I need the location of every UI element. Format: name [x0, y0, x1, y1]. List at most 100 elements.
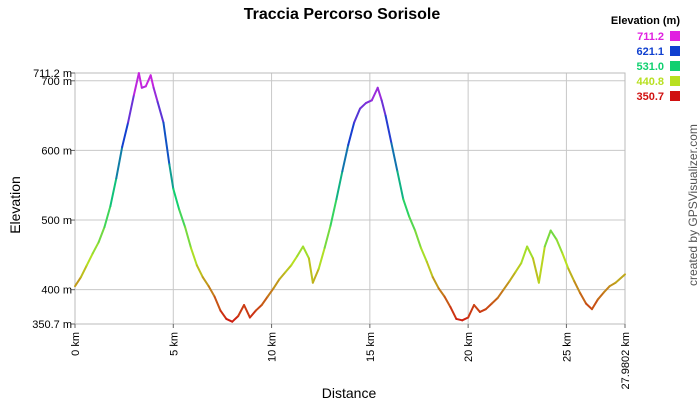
x-axis: 0 km 5 km 10 km 15 km 20 km 25 km 27.9802 km: [70, 324, 632, 389]
elevation-series: [74, 72, 626, 323]
elevation-segment: [97, 226, 106, 244]
elevation-segment: [311, 267, 320, 284]
x-tick-label: 5 km: [168, 332, 180, 356]
elevation-segment: [172, 187, 181, 211]
elevation-segment: [149, 74, 155, 89]
elevation-segment: [608, 281, 617, 288]
elevation-segment: [272, 278, 281, 290]
elevation-segment: [243, 303, 251, 319]
elevation-segment: [278, 271, 287, 281]
x-tick-label: 0 km: [70, 332, 82, 356]
elevation-segment: [184, 226, 192, 249]
elevation-segment: [370, 86, 379, 102]
elevation-segment: [473, 303, 481, 313]
elevation-segment: [121, 121, 130, 148]
elevation-segment: [414, 229, 422, 249]
chart-title: Traccia Percorso Sorisole: [244, 6, 441, 23]
elevation-segment: [213, 295, 222, 312]
elevation-segment: [443, 295, 452, 309]
elevation-segment: [596, 291, 605, 301]
elevation-segment: [364, 99, 373, 105]
elevation-color-legend: Elevation (m) 711.2 621.1 531.0 440.8 350.7: [611, 15, 680, 103]
y-tick-label: 600 m: [41, 145, 72, 157]
elevation-segment: [137, 72, 143, 89]
elevation-segment: [543, 229, 552, 248]
elevation-segment: [290, 255, 299, 267]
elevation-segment: [549, 229, 558, 241]
elevation-segment: [152, 86, 159, 103]
elevation-segment: [317, 246, 326, 270]
elevation-segment: [602, 285, 611, 294]
legend-value: 711.2: [637, 31, 664, 43]
elevation-segment: [484, 302, 493, 311]
elevation-segment: [461, 316, 470, 322]
elevation-segment: [201, 276, 210, 288]
legend-swatch: [670, 31, 680, 41]
elevation-segment: [467, 303, 476, 319]
legend-swatch: [670, 91, 680, 101]
legend-value: 440.8: [636, 76, 664, 88]
elevation-segment: [508, 271, 517, 283]
elevation-segment: [437, 287, 446, 298]
legend-swatch: [670, 76, 680, 86]
legend-swatch: [670, 46, 680, 56]
elevation-segment: [91, 241, 100, 255]
elevation-segment: [614, 273, 626, 284]
elevation-segment: [219, 309, 228, 320]
elevation-segment: [144, 74, 152, 88]
elevation-segment: [408, 215, 417, 232]
elevation-segment: [490, 297, 499, 305]
elevation-segment: [237, 303, 246, 318]
elevation-segment: [431, 276, 440, 290]
elevation-segment: [103, 205, 112, 229]
elevation-segment: [79, 264, 88, 279]
elevation-segment: [532, 257, 540, 284]
y-tick-label: 700 m: [41, 76, 72, 88]
elevation-segment: [555, 238, 564, 255]
elevation-segment: [425, 260, 434, 279]
elevation-segment: [195, 264, 204, 279]
elevation-segment: [449, 306, 458, 320]
legend-swatch: [670, 61, 680, 71]
elevation-segment: [162, 121, 171, 166]
elevation-segment: [514, 262, 523, 274]
elevation-segment: [347, 121, 356, 146]
elevation-segment: [579, 292, 588, 305]
elevation-segment: [109, 177, 118, 208]
elevation-segment: [260, 295, 269, 306]
elevation-segment: [225, 317, 234, 323]
elevation-segment: [115, 145, 124, 180]
elevation-segment: [248, 309, 257, 319]
elevation-segment: [266, 287, 275, 298]
elevation-segment: [478, 308, 487, 313]
elevation-segment: [74, 276, 82, 288]
elevation-segment: [323, 224, 332, 249]
elevation-segment: [526, 245, 535, 260]
x-axis-label: Distance: [322, 385, 377, 400]
elevation-segment: [156, 100, 165, 124]
legend-value: 531.0: [636, 61, 664, 73]
elevation-segment: [178, 208, 187, 229]
elevation-segment: [341, 143, 350, 173]
elevation-segment: [296, 245, 305, 258]
legend-value: 350.7: [636, 91, 664, 103]
x-tick-label: 20 km: [463, 332, 475, 362]
elevation-segment: [127, 93, 135, 124]
elevation-segment: [376, 86, 383, 102]
elevation-segment: [284, 264, 293, 274]
legend-title: Elevation (m): [611, 15, 680, 27]
elevation-segment: [168, 163, 175, 190]
x-tick-label: 27.9802 km: [620, 332, 632, 389]
y-tick-label: 500 m: [41, 215, 72, 227]
credit-text: created by GPSVisualizer.com: [686, 124, 700, 286]
elevation-segment: [561, 252, 570, 270]
x-tick-label: 25 km: [561, 332, 573, 362]
elevation-segment: [496, 288, 505, 300]
elevation-segment: [567, 267, 576, 283]
elevation-segment: [380, 99, 387, 117]
elevation-segment: [384, 114, 393, 145]
elevation-segment: [455, 317, 464, 322]
